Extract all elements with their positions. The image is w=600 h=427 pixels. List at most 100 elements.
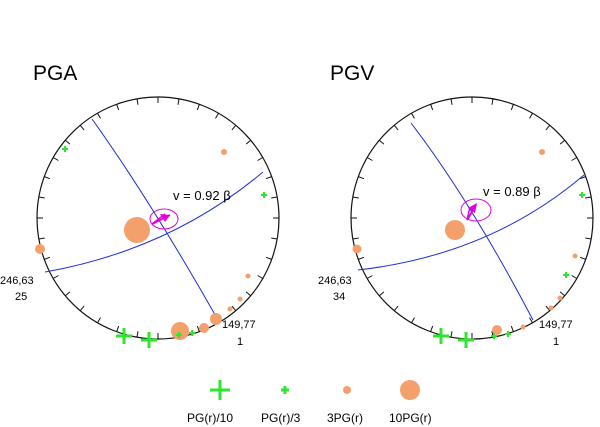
stereonet-circle — [36, 96, 280, 340]
azimuth-tick — [44, 176, 51, 180]
azimuth-tick — [559, 291, 566, 297]
azimuth-tick — [265, 176, 272, 180]
left-label-count: 34 — [333, 291, 345, 303]
azimuth-tick — [430, 325, 434, 332]
azimuth-tick — [352, 196, 359, 199]
station-plus — [189, 330, 195, 336]
azimuth-tick — [231, 305, 237, 312]
azimuth-tick — [215, 112, 219, 119]
station-plus — [505, 331, 511, 337]
azimuth-tick — [510, 325, 514, 332]
station-plus — [458, 332, 474, 348]
bottom-label-count: 1 — [237, 336, 243, 348]
velocity-label: v = 0.92 β — [173, 188, 231, 203]
rupture-ellipse — [149, 208, 179, 230]
azimuth-tick — [579, 256, 586, 260]
panel-pgv: PGV v = 0.89 β 246,63 34 149,77 1 — [318, 62, 594, 348]
azimuth-tick — [450, 331, 453, 338]
panel-title: PGV — [330, 62, 374, 85]
azimuth-tick — [378, 139, 385, 145]
station-circle — [539, 149, 545, 155]
velocity-label: v = 0.89 β — [483, 184, 541, 199]
azimuth-tick — [545, 305, 551, 312]
station-circle — [210, 313, 222, 325]
legend-symbol-plus-small — [281, 386, 289, 394]
azimuth-tick — [38, 237, 45, 240]
left-label-azimuth: 246,63 — [318, 275, 352, 287]
station-circle — [572, 253, 578, 259]
azimuth-tick — [366, 275, 373, 279]
azimuth-tick — [491, 98, 494, 105]
azimuth-tick — [559, 139, 566, 145]
azimuth-tick — [358, 256, 365, 260]
azimuth-tick — [450, 98, 453, 105]
station-circle — [171, 322, 189, 340]
station-circle — [520, 324, 526, 330]
azimuth-tick — [378, 291, 385, 297]
nodal-plane-1 — [91, 118, 219, 321]
azimuth-tick — [585, 237, 592, 240]
azimuth-tick — [411, 317, 415, 324]
station-circle — [352, 244, 362, 254]
station-circle — [199, 323, 209, 333]
left-label-azimuth: 246,63 — [0, 275, 34, 287]
station-circle — [492, 325, 502, 335]
panel-pga: PGA v = 0.92 β 246,63 25 149,77 1 — [0, 62, 280, 348]
legend: PG(r)/10 PG(r)/3 3PG(r) 10PG(r) — [187, 380, 432, 425]
azimuth-tick — [352, 237, 359, 240]
azimuth-tick — [136, 331, 139, 338]
station-circle — [227, 306, 233, 312]
azimuth-tick — [116, 325, 120, 332]
azimuth-tick — [430, 104, 434, 111]
azimuth-tick — [196, 104, 200, 111]
station-circle — [124, 217, 150, 243]
azimuth-tick — [510, 104, 514, 111]
rupture-direction-arrow — [466, 203, 477, 221]
azimuth-tick — [271, 196, 278, 199]
station-circle — [245, 273, 251, 279]
azimuth-tick — [265, 256, 272, 260]
station-circle — [557, 295, 563, 301]
legend-label: PG(r)/3 — [261, 411, 301, 425]
bottom-label-azimuth: 149,77 — [539, 319, 573, 331]
rupture-ellipse — [460, 198, 492, 222]
azimuth-tick — [196, 325, 200, 332]
station-plus — [141, 332, 157, 348]
azimuth-tick — [52, 275, 59, 279]
nodal-plane-1 — [410, 122, 534, 321]
azimuth-tick — [585, 196, 592, 199]
legend-symbol-circle-large — [400, 380, 420, 400]
azimuth-tick — [529, 317, 533, 324]
nodal-plane-2 — [357, 174, 585, 271]
azimuth-tick — [177, 98, 180, 105]
legend-label: PG(r)/10 — [187, 411, 233, 425]
azimuth-tick — [257, 275, 264, 279]
azimuth-tick — [79, 124, 85, 131]
legend-symbol-circle-small — [343, 386, 351, 394]
azimuth-tick — [571, 157, 578, 161]
azimuth-tick — [116, 104, 120, 111]
azimuth-tick — [393, 124, 399, 131]
azimuth-tick — [97, 112, 101, 119]
azimuth-tick — [257, 157, 264, 161]
azimuth-tick — [545, 124, 551, 131]
azimuth-tick — [393, 305, 399, 312]
azimuth-tick — [271, 237, 278, 240]
azimuth-tick — [38, 196, 45, 199]
station-plus — [491, 333, 497, 339]
left-label-count: 25 — [15, 291, 27, 303]
station-circle — [237, 296, 243, 302]
azimuth-tick — [44, 256, 51, 260]
station-circle — [35, 244, 45, 254]
station-plus — [261, 192, 267, 198]
azimuth-tick — [358, 176, 365, 180]
nodal-plane-2 — [44, 171, 264, 273]
station-plus — [176, 332, 182, 338]
station-plus — [563, 272, 569, 278]
station-plus — [62, 146, 68, 152]
azimuth-tick — [571, 275, 578, 279]
azimuth-tick — [245, 139, 252, 145]
rupture-direction-arrow — [151, 213, 171, 225]
station-plus — [579, 192, 585, 198]
